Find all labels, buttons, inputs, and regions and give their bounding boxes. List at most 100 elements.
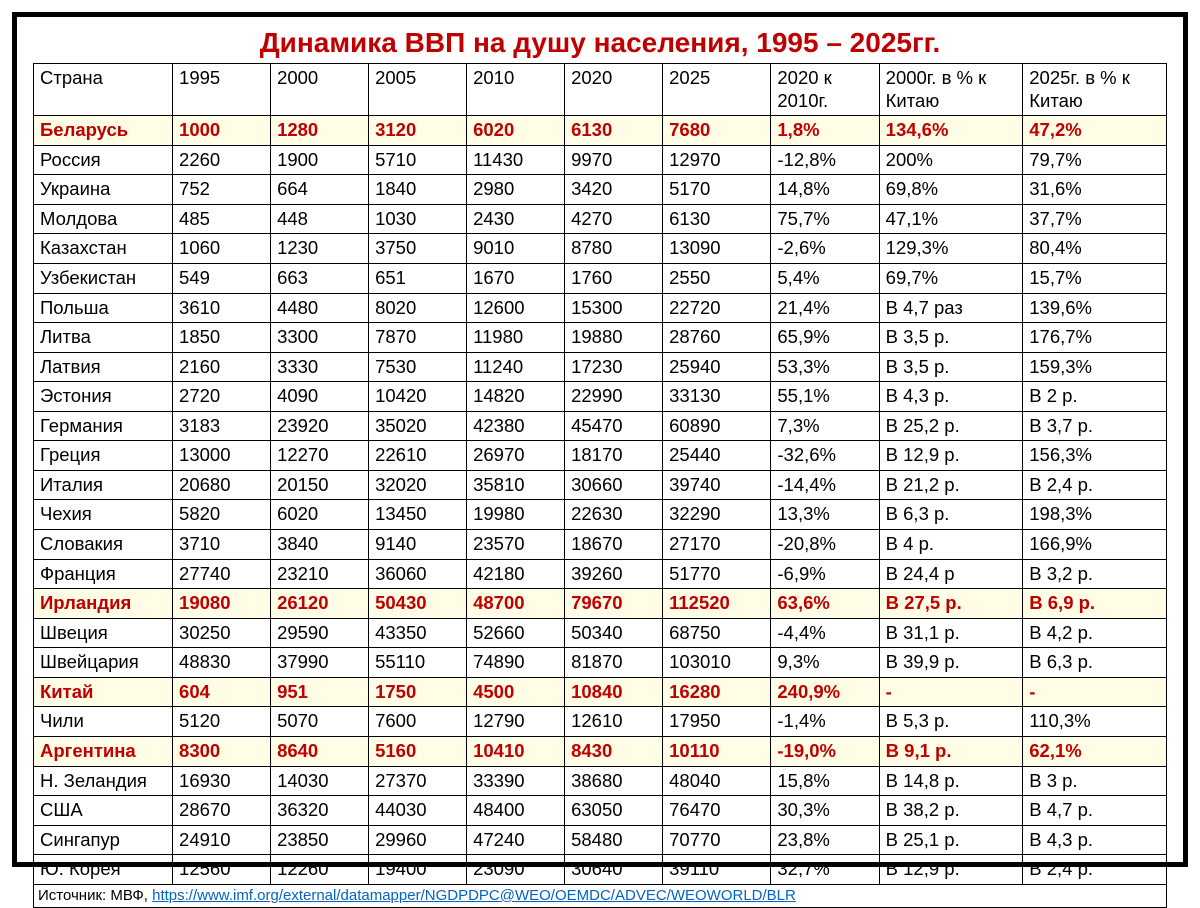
table-cell: 3183 [173,411,271,441]
table-cell: Чили [34,707,173,737]
table-cell: 7530 [369,352,467,382]
table-cell: 23570 [467,530,565,560]
table-cell: Чехия [34,500,173,530]
table-cell: В 39,9 р. [879,648,1023,678]
table-cell: В 3,5 р. [879,323,1023,353]
table-cell: 38680 [565,766,663,796]
table-cell: 3710 [173,530,271,560]
table-cell: 9140 [369,530,467,560]
table-header-cell: 2020 к 2010г. [771,64,879,116]
table-row: Словакия371038409140235701867027170-20,8… [34,530,1167,560]
table-cell: 68750 [663,618,771,648]
table-cell: 51770 [663,559,771,589]
table-cell: Польша [34,293,173,323]
table-cell: Швеция [34,618,173,648]
table-cell: 4270 [565,204,663,234]
table-cell: Швейцария [34,648,173,678]
table-cell: 18170 [565,441,663,471]
table-cell: 19400 [369,855,467,885]
table-cell: 752 [173,175,271,205]
table-cell: 1280 [271,116,369,146]
table-cell: 549 [173,263,271,293]
table-cell: 52660 [467,618,565,648]
table-cell: - [879,677,1023,707]
table-cell: 1750 [369,677,467,707]
table-cell: 17230 [565,352,663,382]
table-cell: В 4 р. [879,530,1023,560]
table-header-cell: Страна [34,64,173,116]
table-cell: Ирландия [34,589,173,619]
table-cell: 9970 [565,145,663,175]
table-cell: 42180 [467,559,565,589]
table-cell: 10110 [663,736,771,766]
table-cell: 39740 [663,470,771,500]
table-row: Чехия582060201345019980226303229013,3%В … [34,500,1167,530]
table-cell: 3420 [565,175,663,205]
table-cell: 39260 [565,559,663,589]
table-row: Молдова485448103024304270613075,7%47,1%3… [34,204,1167,234]
table-cell: В 3,5 р. [879,352,1023,382]
table-cell: 76470 [663,796,771,826]
table-cell: 8780 [565,234,663,264]
table-cell: В 27,5 р. [879,589,1023,619]
table-cell: 5160 [369,736,467,766]
table-cell: 7680 [663,116,771,146]
table-cell: В 3 р. [1023,766,1167,796]
table-cell: -32,6% [771,441,879,471]
table-cell: В 4,2 р. [1023,618,1167,648]
table-cell: 12610 [565,707,663,737]
table-cell: 1900 [271,145,369,175]
table-cell: 47,1% [879,204,1023,234]
table-cell: 4500 [467,677,565,707]
table-cell: 198,3% [1023,500,1167,530]
table-cell: 12260 [271,855,369,885]
table-cell: 129,3% [879,234,1023,264]
table-cell: 4480 [271,293,369,323]
table-cell: 27370 [369,766,467,796]
table-cell: 63,6% [771,589,879,619]
table-row: Аргентина83008640516010410843010110-19,0… [34,736,1167,766]
table-cell: 5170 [663,175,771,205]
table-header-cell: 2025г. в % к Китаю [1023,64,1167,116]
table-cell: 13000 [173,441,271,471]
table-cell: 65,9% [771,323,879,353]
page-title: Динамика ВВП на душу населения, 1995 – 2… [33,27,1167,59]
table-cell: 9010 [467,234,565,264]
table-cell: Беларусь [34,116,173,146]
table-cell: 48400 [467,796,565,826]
table-cell: В 6,3 р. [1023,648,1167,678]
table-cell: Украина [34,175,173,205]
table-cell: -20,8% [771,530,879,560]
table-cell: В 9,1 р. [879,736,1023,766]
table-cell: 55,1% [771,382,879,412]
table-row: Украина752664184029803420517014,8%69,8%3… [34,175,1167,205]
table-cell: 26120 [271,589,369,619]
table-cell: 35020 [369,411,467,441]
table-row: Ирландия19080261205043048700796701125206… [34,589,1167,619]
table-header-row: Страна1995200020052010202020252020 к 201… [34,64,1167,116]
table-cell: 74890 [467,648,565,678]
source-link[interactable]: https://www.imf.org/external/datamapper/… [152,887,796,904]
table-row: Греция130001227022610269701817025440-32,… [34,441,1167,471]
table-cell: Греция [34,441,173,471]
table-cell: 6130 [663,204,771,234]
table-cell: В 24,4 р [879,559,1023,589]
table-cell: 2260 [173,145,271,175]
table-cell: 110,3% [1023,707,1167,737]
table-cell: 81870 [565,648,663,678]
table-cell: 28670 [173,796,271,826]
table-header-cell: 2000г. в % к Китаю [879,64,1023,116]
table-cell: -2,6% [771,234,879,264]
table-cell: -14,4% [771,470,879,500]
table-cell: 80,4% [1023,234,1167,264]
table-row: Латвия21603330753011240172302594053,3%В … [34,352,1167,382]
table-cell: Россия [34,145,173,175]
table-cell: 22630 [565,500,663,530]
table-cell: 1,8% [771,116,879,146]
table-cell: Сингапур [34,825,173,855]
table-cell: 11430 [467,145,565,175]
table-cell: 159,3% [1023,352,1167,382]
table-cell: 5120 [173,707,271,737]
table-header-cell: 2010 [467,64,565,116]
table-cell: 12970 [663,145,771,175]
